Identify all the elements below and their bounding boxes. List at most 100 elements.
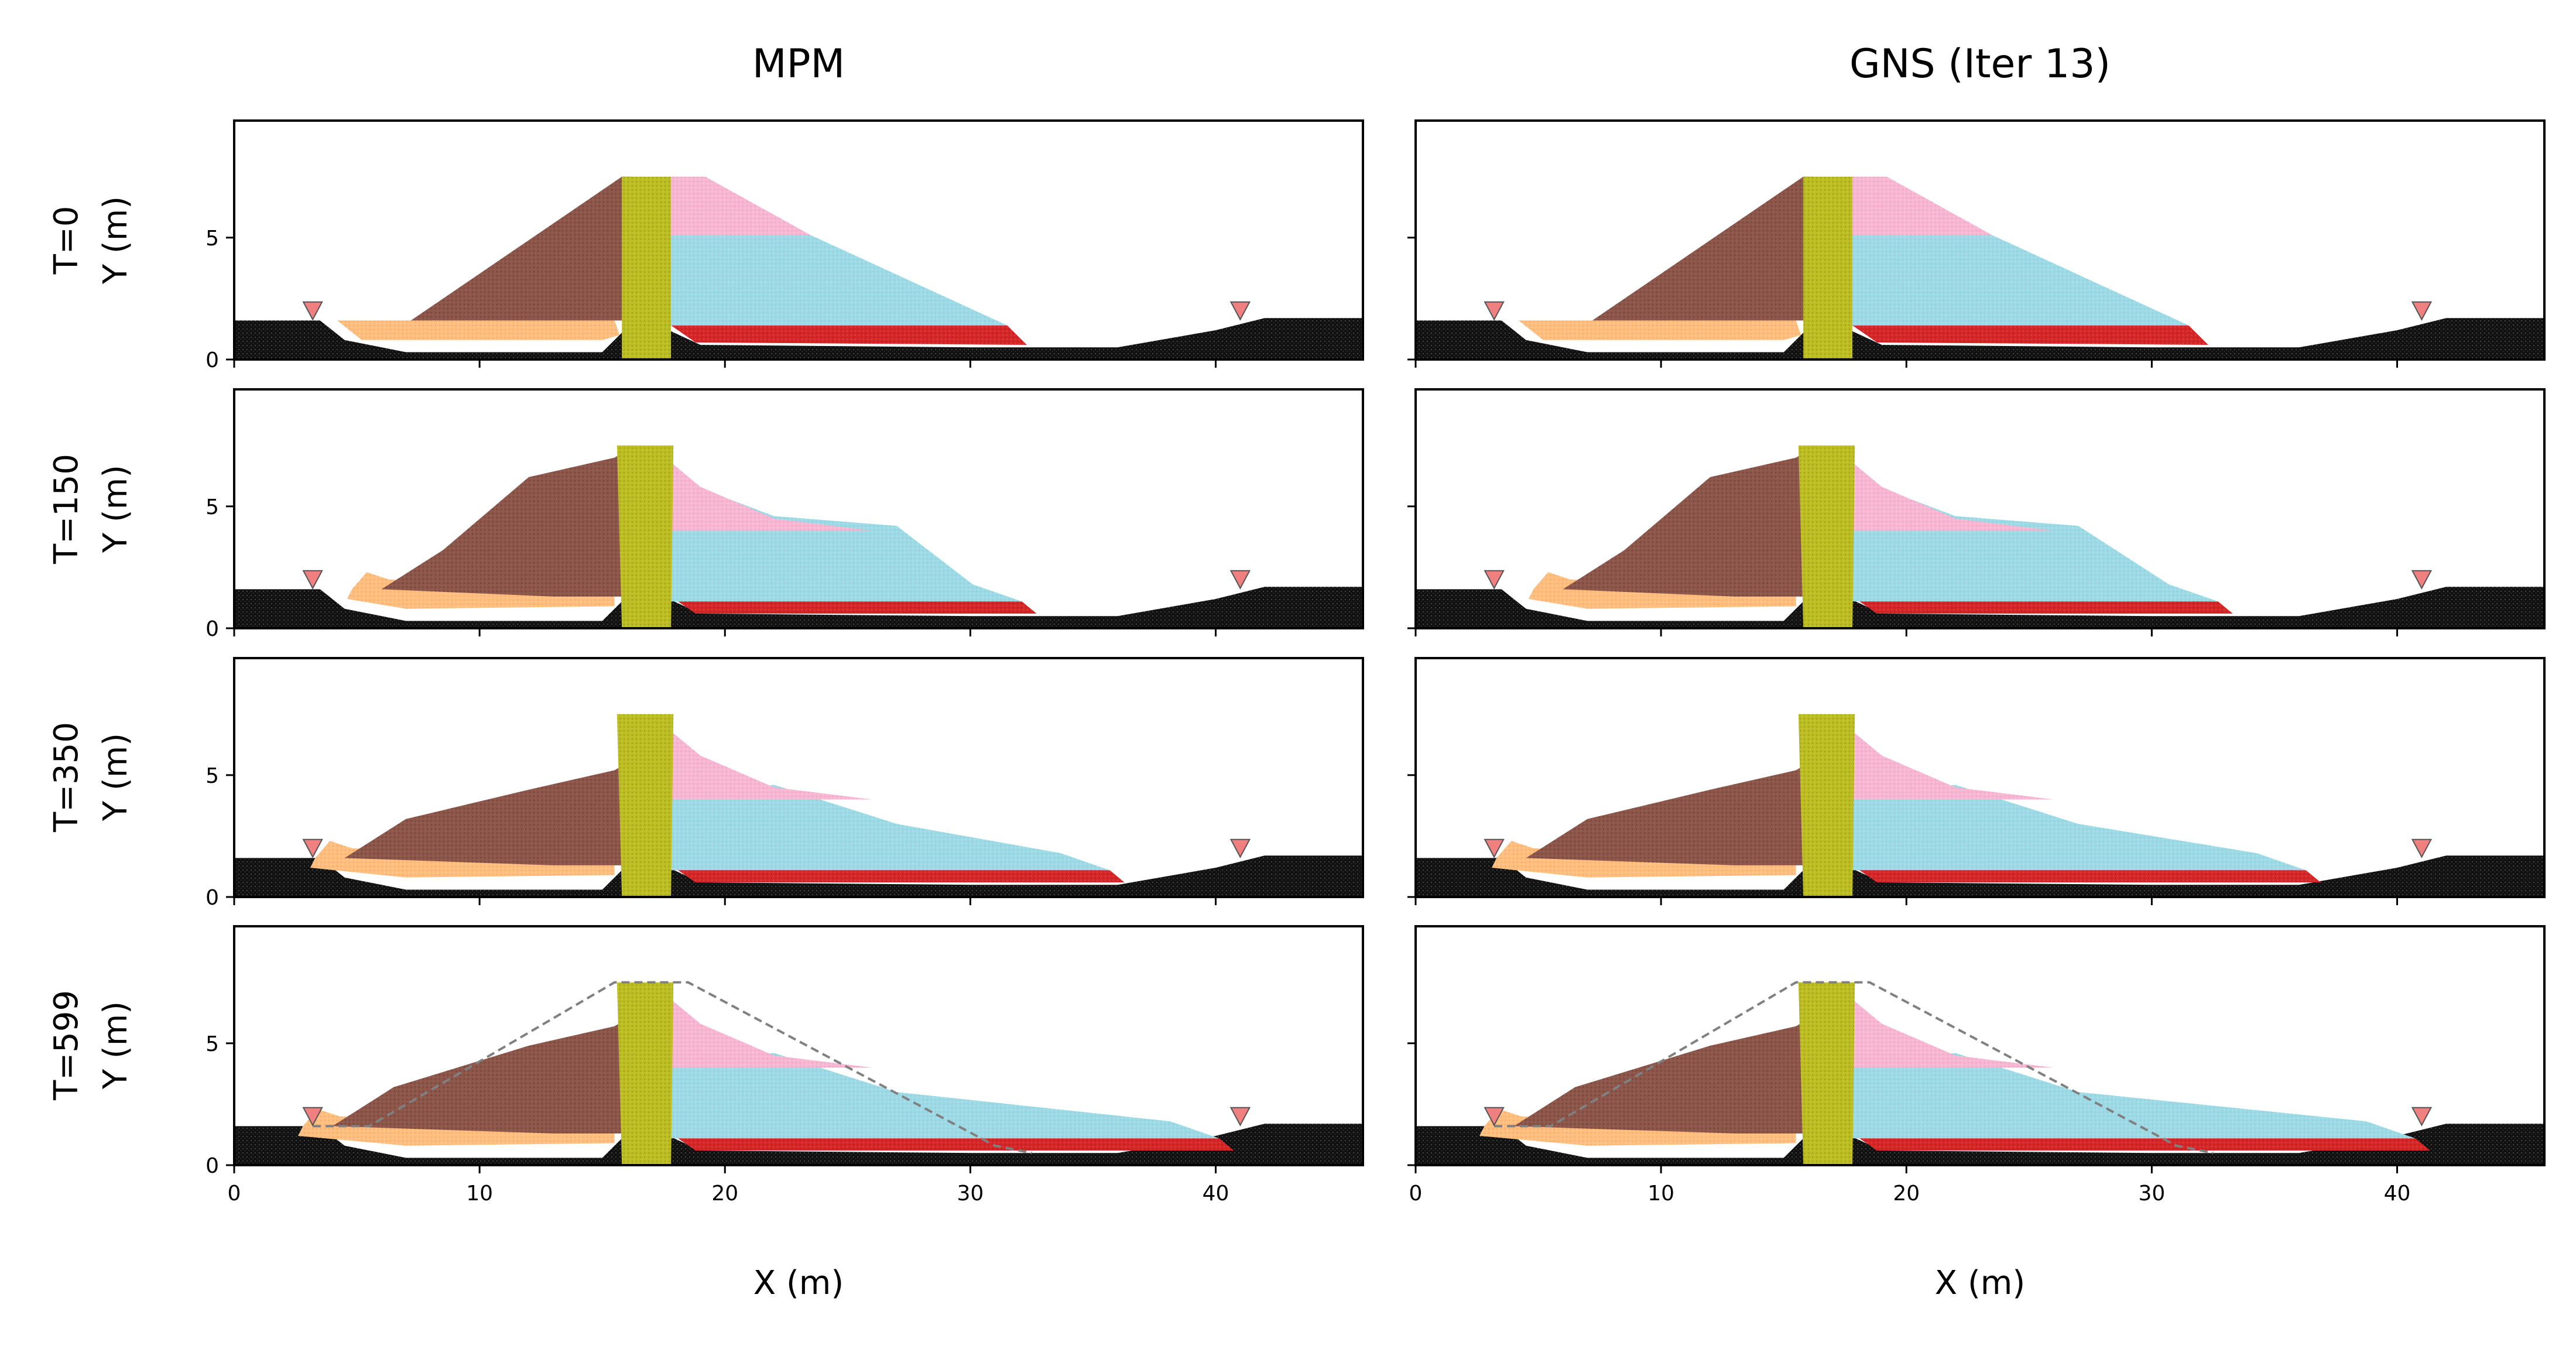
material-downstream-top (1852, 731, 2054, 800)
initial-profile-line (1494, 981, 2214, 1155)
panel-frame (233, 925, 1364, 1166)
material-upstream-shell (332, 1019, 627, 1134)
material-foundation (1416, 855, 2544, 897)
row-label-2: T=350 (47, 722, 85, 833)
material-foundation (1416, 318, 2544, 359)
marker-1 (2411, 570, 2433, 590)
material-downstream-shell (1852, 477, 2218, 602)
material-foundation (234, 855, 1363, 897)
panel-frame (233, 657, 1364, 898)
ytick-label-0: 0 (205, 886, 219, 910)
material-upstream-shell (1592, 176, 1813, 321)
particles-gns-150 (1416, 445, 2544, 628)
ytick-label-5: 5 (205, 1032, 219, 1056)
particles-mpm-150 (234, 445, 1363, 628)
xtick-label-0: 0 (228, 1182, 241, 1206)
svg-text:Y (m): Y (m) (97, 1001, 135, 1090)
panel-mpm-350: 05 (205, 657, 1364, 910)
particles-gns-599 (1416, 981, 2544, 1165)
material-downstream-top (671, 176, 811, 235)
xtick-label-0: 0 (1409, 1182, 1423, 1206)
ylabel-row-1: Y (m) (97, 465, 135, 553)
material-core (616, 714, 674, 897)
ylabel-row-0: Y (m) (97, 196, 135, 285)
panel-frame (1414, 657, 2546, 898)
material-downstream-base (671, 325, 1027, 345)
material-core (1798, 445, 1855, 628)
panel-mpm-599: 0 10 20 30 40 0 5 (205, 925, 1364, 1206)
ylabel-row-3: Y (m) (97, 1001, 135, 1090)
panel-gns-0 (1407, 119, 2546, 368)
material-downstream-shell (671, 785, 1110, 871)
material-foundation (234, 1124, 1363, 1165)
particles-mpm-0 (234, 176, 1363, 359)
svg-text:T=599: T=599 (47, 990, 85, 1101)
panel-gns-599: 0 10 20 30 40 (1407, 925, 2546, 1206)
row-label-3: T=599 (47, 990, 85, 1101)
material-downstream-top (671, 462, 872, 531)
marker-1 (2411, 301, 2433, 321)
material-upstream-fill (337, 320, 619, 340)
ytick-label-5: 5 (205, 495, 219, 519)
column-title-gns: GNS (Iter 13) (1849, 41, 2111, 87)
panel-mpm-0: 05 (205, 119, 1364, 372)
material-core (1798, 982, 1855, 1165)
material-core (616, 982, 674, 1165)
xtick-label-40: 40 (2384, 1182, 2411, 1206)
material-upstream-shell (1563, 450, 1808, 597)
particles-gns-0 (1416, 176, 2544, 359)
marker-0 (302, 1107, 323, 1127)
material-downstream-shell (1852, 235, 2189, 326)
xtick-label-10: 10 (1647, 1182, 1674, 1206)
material-core (622, 176, 672, 359)
material-upstream-shell (1513, 1019, 1808, 1134)
svg-text:T=350: T=350 (47, 722, 85, 833)
marker-1 (1229, 301, 1251, 321)
xtick-label-20: 20 (711, 1182, 738, 1206)
panel-mpm-150: 05 (205, 388, 1364, 641)
marker-0 (302, 570, 323, 590)
svg-text:Y (m): Y (m) (97, 733, 135, 821)
ytick-label-5: 5 (205, 764, 219, 788)
particles-mpm-350 (234, 714, 1363, 897)
material-downstream-shell (671, 477, 1022, 602)
material-downstream-shell (1852, 1053, 2416, 1139)
ytick-label-0: 0 (205, 1154, 219, 1178)
xtick-label-30: 30 (957, 1182, 984, 1206)
material-downstream-shell (1852, 785, 2306, 871)
marker-1 (2411, 838, 2433, 858)
svg-text:Y (m): Y (m) (97, 465, 135, 553)
svg-text:Y (m): Y (m) (97, 196, 135, 285)
material-downstream-shell (671, 1053, 1220, 1139)
panel-frame (233, 388, 1364, 629)
material-upstream-shell (344, 763, 627, 865)
ylabel-row-2: Y (m) (97, 733, 135, 821)
marker-0 (1484, 1107, 1505, 1127)
ytick-label-5: 5 (205, 227, 219, 251)
material-downstream-base (1852, 325, 2208, 345)
initial-profile-line (313, 981, 1032, 1155)
material-upstream-shell (381, 450, 627, 597)
material-downstream-top (671, 731, 872, 800)
column-title-mpm: MPM (752, 41, 845, 87)
panel-gns-150 (1407, 388, 2546, 636)
material-upstream-shell (410, 176, 632, 321)
material-downstream-top (1852, 999, 2054, 1068)
row-label-0: T=0 (47, 206, 85, 275)
row-label-1: T=150 (47, 454, 85, 564)
material-core (1803, 176, 1853, 359)
marker-0 (302, 838, 323, 858)
marker-0 (1484, 838, 1505, 858)
material-foundation (234, 318, 1363, 359)
material-foundation (1416, 587, 2544, 628)
particles-gns-350 (1416, 714, 2544, 897)
panel-gns-350 (1407, 657, 2546, 905)
marker-1 (1229, 1107, 1251, 1127)
panel-frame (1414, 925, 2546, 1166)
material-upstream-shell (1526, 763, 1808, 865)
particles-mpm-599 (234, 981, 1363, 1165)
material-foundation (234, 587, 1363, 628)
material-downstream-top (1852, 462, 2054, 531)
